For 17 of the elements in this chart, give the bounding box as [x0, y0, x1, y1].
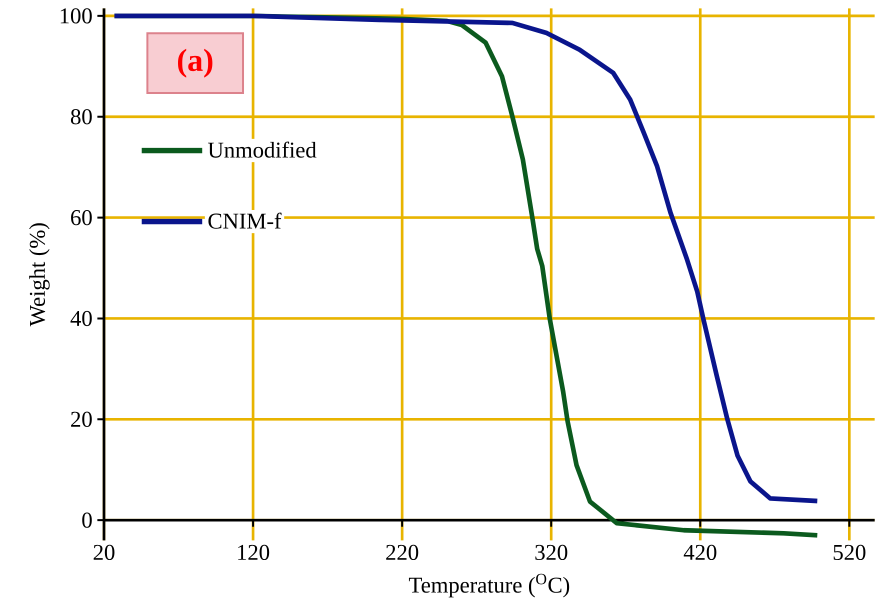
x-tick-label: 220: [386, 544, 418, 560]
y-tick-label: 80: [70, 109, 92, 124]
annotation: (a): [178, 48, 212, 78]
x-tick-label: 420: [684, 544, 716, 560]
x-tick-label: 320: [535, 544, 568, 560]
legend-label: Unmodified: [208, 142, 316, 158]
legend-label: CNIM-f: [208, 212, 282, 229]
x-tick-label: 20: [94, 544, 114, 560]
y-tick-label: 40: [70, 310, 92, 326]
x-tick-label: 520: [834, 544, 866, 560]
y-tick-label: 20: [71, 412, 92, 427]
y-tick-label: 60: [71, 210, 92, 226]
y-tick-label: 0: [82, 512, 92, 528]
x-axis-title: Temperature ($^{O}$C): [408, 574, 570, 598]
y-axis-title: Weight (%): [29, 223, 50, 326]
y-tick-label: 100: [60, 8, 92, 24]
x-tick-label: 120: [238, 544, 270, 560]
